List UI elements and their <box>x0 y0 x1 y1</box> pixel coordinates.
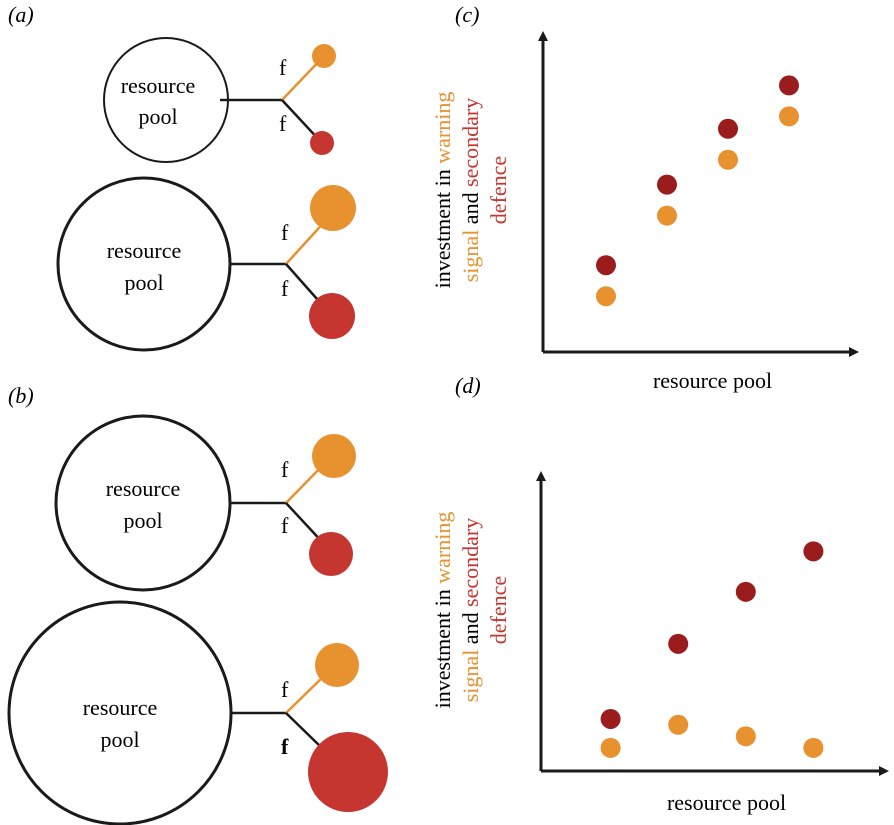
data-point <box>657 205 677 226</box>
resource-pool-label-line2: pool <box>138 104 177 129</box>
secondary-defence-node <box>309 293 355 339</box>
resource-pool-circle <box>56 176 232 352</box>
secondary-defence-node <box>308 732 388 812</box>
y-axis-label-part: signal <box>458 650 483 703</box>
y-axis-label-part: defence <box>486 156 511 224</box>
f-label-lower: f <box>279 111 287 136</box>
data-point <box>779 106 799 127</box>
y-axis-label-line: signal and secondary <box>458 518 483 703</box>
warning-signal-node <box>312 44 336 68</box>
y-axis-label-line: defence <box>486 156 511 224</box>
panel-a-top-diagram: resource pool f f <box>103 37 336 163</box>
y-axis-label-part: defence <box>486 576 511 644</box>
data-point <box>735 726 756 747</box>
y-axis-label-line: investment in warning <box>430 92 455 289</box>
data-point <box>718 118 738 139</box>
f-label-upper: f <box>281 457 289 482</box>
data-point <box>596 286 616 307</box>
warning-signal-node <box>310 185 356 231</box>
data-point <box>657 174 677 195</box>
panel-d-label: (d) <box>455 373 481 398</box>
resource-pool-label-line1: resource <box>83 695 158 720</box>
f-label-upper: f <box>281 677 289 702</box>
y-axis-label-part: and <box>458 187 483 230</box>
data-point <box>803 737 824 758</box>
y-axis-label-part: warning <box>430 512 455 584</box>
panel-b-top-diagram: resource pool f f <box>54 414 356 592</box>
y-axis-label-part: secondary <box>458 518 483 607</box>
y-axis-label-part: investment in <box>430 164 455 289</box>
x-axis-label: resource pool <box>653 368 772 393</box>
defence-branch-line <box>285 712 323 749</box>
warning-branch-line <box>285 672 328 714</box>
panel-b: (b) resource pool f f resource pool f f <box>7 383 388 825</box>
y-axis-label-part: and <box>458 607 483 650</box>
resource-pool-label-line1: resource <box>106 476 181 501</box>
secondary-defence-node <box>310 131 334 155</box>
resource-pool-label-line1: resource <box>121 73 196 98</box>
y-axis-label-line: investment in warning <box>430 512 455 709</box>
y-axis-label-part: secondary <box>458 98 483 187</box>
panel-a-bottom-diagram: resource pool f f <box>56 176 356 352</box>
data-point <box>668 633 689 654</box>
y-axis-label-line: defence <box>486 576 511 644</box>
y-axis-label-line: signal and secondary <box>458 98 483 283</box>
resource-pool-label-line2: pool <box>100 727 139 752</box>
panel-c-label: (c) <box>455 2 479 27</box>
data-point <box>600 737 621 758</box>
resource-pool-label-line2: pool <box>124 270 163 295</box>
panel-b-bottom-diagram: resource pool f f <box>7 600 388 825</box>
data-point <box>668 714 689 735</box>
x-axis-label: resource pool <box>667 790 786 815</box>
data-point <box>803 541 824 562</box>
f-label-upper: f <box>281 220 289 245</box>
data-point <box>718 149 738 170</box>
resource-pool-label-line1: resource <box>107 238 182 263</box>
y-axis-label-part: investment in <box>430 584 455 709</box>
panel-a-label: (a) <box>8 2 34 27</box>
warning-signal-node <box>315 643 359 687</box>
warning-signal-node <box>312 434 356 478</box>
panel-b-label: (b) <box>8 383 34 408</box>
data-point <box>600 708 621 729</box>
data-point <box>779 75 799 96</box>
data-point <box>596 255 616 276</box>
secondary-defence-node <box>309 532 353 576</box>
f-label-lower: f <box>281 734 289 759</box>
resource-pool-circle <box>103 37 229 163</box>
panel-a: (a) resource pool f f resource pool f f <box>8 2 356 352</box>
resource-pool-circle <box>54 414 232 592</box>
f-label-lower: f <box>281 513 289 538</box>
resource-pool-label-line2: pool <box>123 508 162 533</box>
y-axis-label-part: warning <box>430 92 455 164</box>
data-point <box>735 581 756 602</box>
f-label-upper: f <box>279 55 287 80</box>
f-label-lower: f <box>281 276 289 301</box>
y-axis-label-part: signal <box>458 230 483 283</box>
